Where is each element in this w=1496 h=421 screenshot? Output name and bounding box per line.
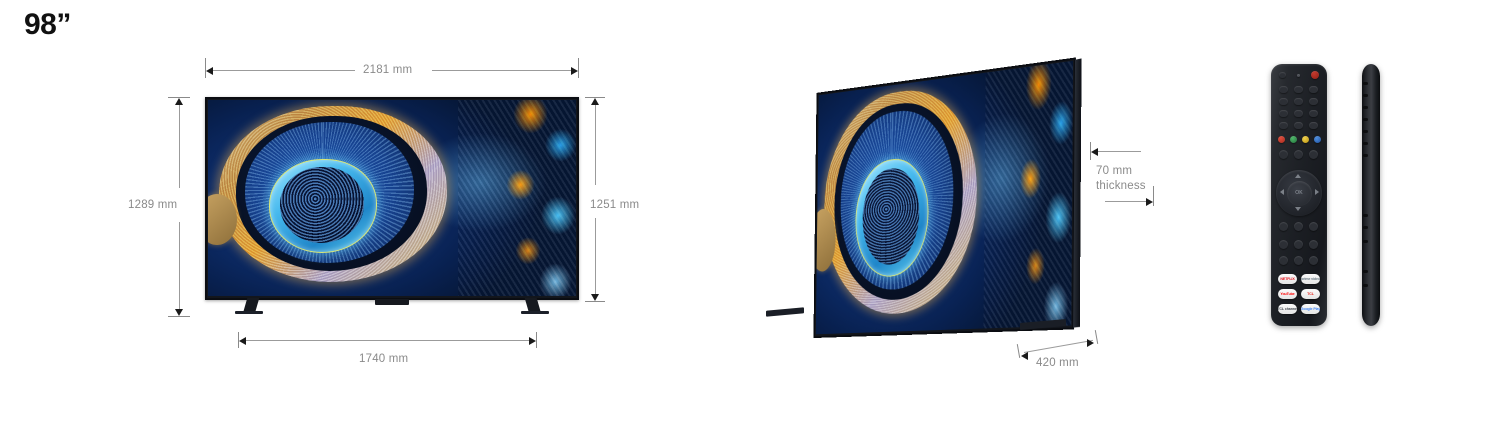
- remote-key-2[interactable]: [1294, 86, 1303, 93]
- tv-angled-screen: [815, 60, 1074, 335]
- remote-mute-button[interactable]: [1294, 240, 1303, 249]
- remote-color-green[interactable]: [1290, 136, 1297, 143]
- remote-app-google-play[interactable]: Google Play: [1301, 304, 1320, 314]
- remote-key-8[interactable]: [1294, 110, 1303, 117]
- remote-key-5[interactable]: [1294, 98, 1303, 105]
- tv-angled-view: [766, 57, 1082, 339]
- remote-mic-dot: [1297, 73, 1300, 77]
- remote-key-7[interactable]: [1279, 110, 1288, 117]
- label-height-panel: 1251 mm: [590, 199, 640, 211]
- remote-settings-gear-icon[interactable]: [1309, 150, 1318, 159]
- remote-dpad-left-icon[interactable]: [1280, 189, 1284, 195]
- remote-volume-rocker-down[interactable]: [1279, 256, 1288, 265]
- remote-key-4[interactable]: [1279, 98, 1288, 105]
- remote-app-youtube[interactable]: YouTube: [1278, 289, 1297, 299]
- tv-angled-side-edge: [1073, 58, 1082, 328]
- remote-key-0[interactable]: [1294, 122, 1303, 129]
- screen-artwork-agate: [208, 100, 576, 296]
- remote-back-button[interactable]: [1279, 222, 1288, 231]
- remote-front-view: OK NETFLIX prime video YouTube TCL TCL c…: [1271, 64, 1327, 326]
- label-height-overall: 1289 mm: [128, 199, 178, 211]
- label-stand-width: 1740 mm: [359, 353, 409, 365]
- remote-profile-button[interactable]: [1279, 150, 1288, 159]
- remote-side-view: [1362, 64, 1380, 326]
- remote-color-red[interactable]: [1278, 136, 1285, 143]
- remote-key-teletext[interactable]: [1309, 122, 1318, 129]
- remote-key-1[interactable]: [1279, 86, 1288, 93]
- brand-logo-plate: [375, 299, 409, 305]
- remote-dpad-up-icon[interactable]: [1295, 174, 1301, 178]
- remote-source-button[interactable]: [1279, 72, 1286, 78]
- remote-channel-up-button[interactable]: [1309, 240, 1318, 249]
- remote-ok-label: OK: [1295, 190, 1303, 196]
- remote-record-button[interactable]: [1294, 256, 1303, 265]
- tv-screen: [208, 100, 576, 296]
- remote-key-3[interactable]: [1309, 86, 1318, 93]
- agate-vein-angled: [983, 60, 1074, 335]
- page-title: 98”: [24, 8, 71, 41]
- remote-power-button[interactable]: [1311, 71, 1319, 79]
- remote-app-netflix[interactable]: NETFLIX: [1278, 274, 1297, 284]
- remote-app-tcl[interactable]: TCL: [1301, 289, 1320, 299]
- agate-core: [279, 166, 365, 244]
- label-depth: 420 mm: [1036, 357, 1079, 369]
- remote-menu-button[interactable]: [1309, 222, 1318, 231]
- remote-volume-down-button[interactable]: [1279, 240, 1288, 249]
- remote-app-tcl-channel[interactable]: TCL channel: [1278, 304, 1297, 314]
- remote-key-subtitle[interactable]: [1279, 122, 1288, 129]
- tv-foot-pad-right: [521, 311, 549, 314]
- agate-vein: [458, 100, 576, 296]
- remote-dpad-down-icon[interactable]: [1295, 207, 1301, 211]
- remote-app-prime-video[interactable]: prime video: [1301, 274, 1320, 284]
- remote-key-6[interactable]: [1309, 98, 1318, 105]
- screen-artwork-agate-angled: [815, 60, 1074, 335]
- label-width-overall: 2181 mm: [363, 64, 413, 76]
- remote-assistant-button[interactable]: [1294, 150, 1303, 159]
- remote-channel-down-button[interactable]: [1309, 256, 1318, 265]
- tv-foot-pad-left: [235, 311, 263, 314]
- remote-color-blue[interactable]: [1314, 136, 1321, 143]
- label-thickness-word: thickness: [1096, 180, 1146, 192]
- tv-angled-foot-near: [766, 307, 804, 317]
- label-thickness-value: 70 mm: [1096, 165, 1133, 177]
- remote-key-9[interactable]: [1309, 110, 1318, 117]
- remote-dpad-right-icon[interactable]: [1315, 189, 1319, 195]
- remote-home-button[interactable]: [1294, 222, 1303, 231]
- remote-color-yellow[interactable]: [1302, 136, 1309, 143]
- remote-ok-button[interactable]: OK: [1286, 180, 1312, 206]
- tv-front-view: [205, 97, 579, 314]
